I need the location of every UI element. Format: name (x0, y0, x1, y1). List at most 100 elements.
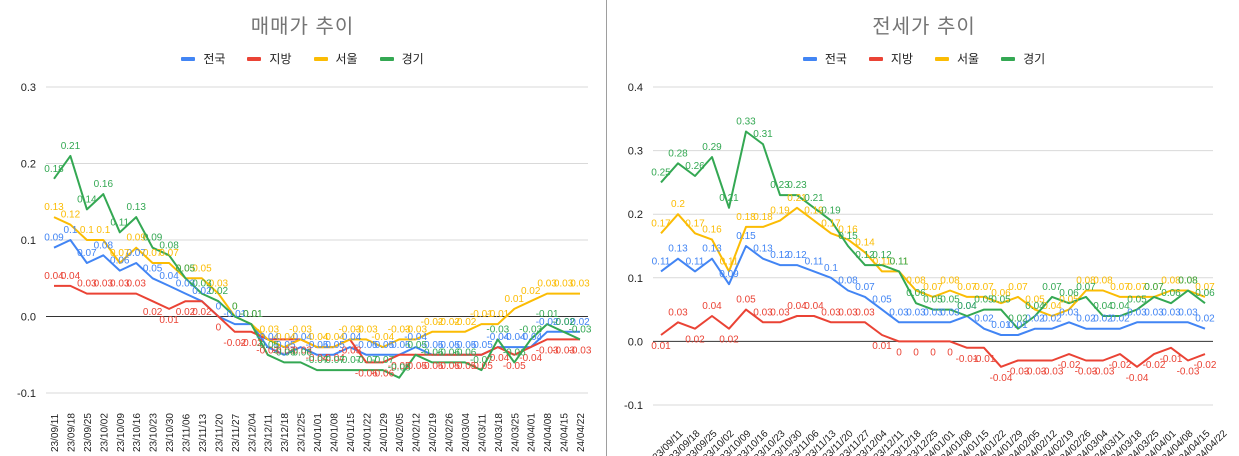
data-label-national: 0.02 (974, 314, 994, 325)
x-tick-label: 24/01/22 (362, 413, 373, 452)
data-label-seoul: -0.04 (322, 332, 345, 343)
data-label-gyeonggi: 0.07 (1042, 282, 1062, 293)
data-label-national: 0.13 (753, 244, 773, 255)
data-label-seoul: 0.07 (1195, 282, 1215, 293)
x-tick-label: 24/03/18 (494, 413, 505, 452)
chart-title: 전세가 추이 (872, 16, 976, 38)
legend-label: 경기 (401, 52, 424, 66)
data-label-regional: 0.03 (753, 307, 773, 318)
data-label-seoul: 0.04 (1042, 301, 1062, 312)
data-label-national: 0.04 (159, 271, 179, 282)
data-label-regional: 0.04 (61, 271, 81, 282)
legend-swatch-national (181, 56, 196, 61)
data-label-regional: 0.02 (143, 307, 163, 318)
data-label-regional: 0.04 (44, 271, 64, 282)
data-label-regional: -0.03 (1092, 366, 1115, 377)
legend-label: 전국 (203, 52, 226, 66)
data-label-regional: 0.03 (77, 279, 97, 290)
legend-item-gyeonggi[interactable]: 경기 (379, 50, 424, 67)
x-tick-label: 23/10/09 (116, 413, 127, 452)
data-label-seoul: 0.07 (1110, 282, 1130, 293)
data-label-regional: 0.01 (651, 341, 671, 352)
data-label-seoul: -0.04 (306, 332, 329, 343)
data-label-gyeonggi: 0.23 (787, 180, 807, 191)
data-label-seoul: 0.18 (753, 212, 773, 223)
x-tick-label: 24/03/04 (461, 413, 472, 452)
data-label-seoul: 0 (232, 302, 238, 313)
legend-item-gyeonggi[interactable]: 경기 (1001, 50, 1045, 67)
x-tick-label: 23/12/25 (297, 413, 308, 452)
data-label-seoul: 0.03 (209, 279, 229, 290)
data-label-seoul: -0.03 (355, 324, 378, 335)
data-label-regional: -0.05 (421, 361, 444, 372)
data-label-seoul: -0.02 (421, 317, 444, 328)
data-label-national: 0.08 (94, 240, 114, 251)
legend-item-national[interactable]: 전국 (802, 50, 847, 67)
legend-item-regional[interactable]: 지방 (247, 50, 292, 67)
data-label-seoul: 0.07 (110, 248, 130, 259)
data-label-gyeonggi: 0.08 (159, 240, 179, 251)
data-label-national: -0.04 (256, 332, 279, 343)
data-label-national: 0.01 (991, 320, 1011, 331)
data-label-gyeonggi: 0.04 (957, 301, 977, 312)
y-tick-label: 0.1 (21, 235, 36, 247)
data-label-gyeonggi: 0.06 (1161, 288, 1181, 299)
data-label-gyeonggi: 0.21 (719, 193, 739, 204)
data-label-national: 0.07 (855, 282, 875, 293)
legend-item-seoul[interactable]: 서울 (313, 50, 358, 67)
data-label-seoul: 0.09 (126, 233, 146, 244)
data-label-national: -0.04 (289, 332, 312, 343)
series-line-gyeonggi (660, 130, 1206, 330)
x-tick-label: 24/04/22 (576, 413, 587, 452)
data-label-gyeonggi: 0.02 (1008, 314, 1028, 325)
data-label-regional: 0 (896, 347, 902, 358)
data-label-gyeonggi: 0.26 (685, 161, 705, 172)
data-label-national: 0.03 (1059, 307, 1079, 318)
data-label-national: -0.02 (536, 317, 559, 328)
data-label-national: -0.04 (486, 332, 509, 343)
data-label-seoul: 0.12 (61, 210, 81, 221)
legend-item-seoul[interactable]: 서울 (935, 50, 979, 67)
data-label-national: -0.04 (404, 332, 427, 343)
data-label-gyeonggi: 0.05 (1127, 295, 1147, 306)
data-label-gyeonggi: -0.08 (388, 363, 411, 374)
data-label-gyeonggi: -0.06 (437, 347, 460, 358)
data-label-national: -0.05 (355, 340, 378, 351)
x-tick-label: 24/02/12 (412, 413, 423, 452)
legend-label: 지방 (890, 52, 913, 66)
data-label-gyeonggi: 0.05 (974, 295, 994, 306)
y-tick-label: 0.3 (21, 82, 36, 94)
data-label-seoul: 0.08 (1093, 276, 1113, 287)
data-label-national: -0.01 (240, 309, 263, 320)
legend-item-national[interactable]: 전국 (181, 50, 225, 67)
data-label-national: -0.05 (421, 340, 444, 351)
series-line-national (660, 245, 1206, 336)
sale-price-chart-panel: 매매가 추이 전국 지방 서울 경기 -0.1 0.0 0.1 0.2 0.3 23/09… (0, 0, 605, 456)
data-label-regional: 0.01 (872, 341, 892, 352)
data-label-national: 0.06 (110, 256, 130, 267)
data-label-seoul: 0.19 (804, 206, 824, 217)
data-label-national: 0.03 (906, 307, 926, 318)
series-line-gyeonggi (53, 154, 581, 379)
data-label-seoul: 0.07 (1127, 282, 1147, 293)
data-label-seoul: -0.03 (338, 324, 361, 335)
data-label-regional: -0.05 (404, 361, 427, 372)
data-label-regional: -0.02 (1143, 360, 1166, 371)
legend-item-regional[interactable]: 지방 (868, 50, 913, 67)
data-label-national: 0.07 (126, 248, 146, 259)
data-label-gyeonggi: -0.07 (355, 355, 378, 366)
data-label-regional: 0.05 (736, 295, 756, 306)
data-label-seoul: 0.13 (44, 202, 64, 213)
data-label-national: 0.02 (1025, 314, 1045, 325)
data-label-seoul: 0.16 (702, 225, 722, 236)
data-label-national: 0.05 (872, 295, 892, 306)
data-label-gyeonggi: 0.13 (126, 202, 146, 213)
x-tick-label: 24/01/08 (329, 413, 340, 452)
data-label-national: 0.02 (1076, 314, 1096, 325)
y-tick-label: -0.1 (17, 388, 36, 400)
data-label-regional: -0.05 (388, 361, 411, 372)
data-label-gyeonggi: 0.31 (753, 129, 773, 140)
data-label-national: 0.13 (668, 244, 688, 255)
x-tick-label: 23/10/02 (99, 413, 110, 452)
data-label-national: -0.05 (306, 340, 329, 351)
